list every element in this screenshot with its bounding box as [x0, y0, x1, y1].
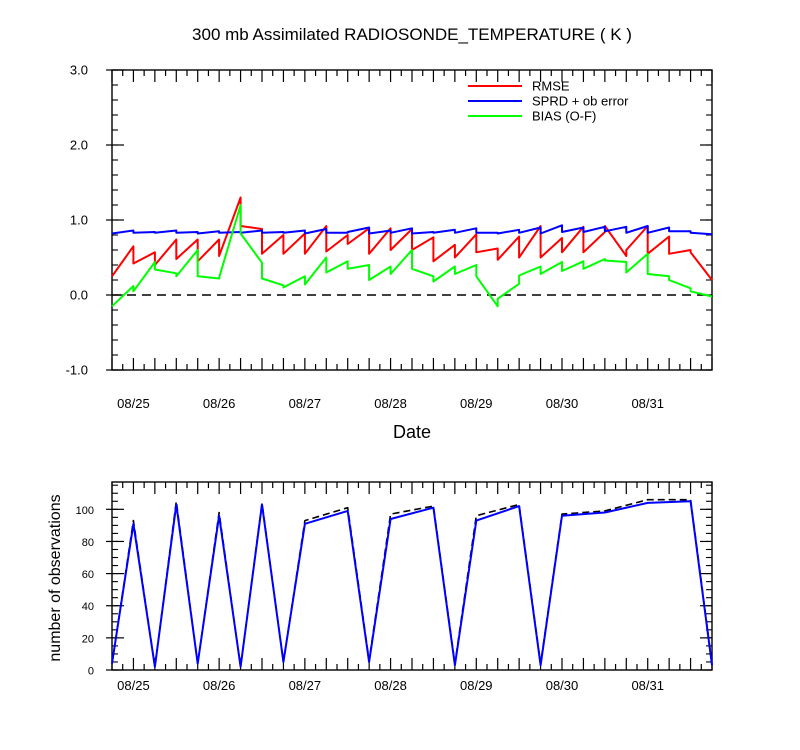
- y-tick-label: 0: [88, 666, 94, 678]
- x-category-label: 08/31: [631, 678, 664, 693]
- x-category-label: 08/26: [203, 678, 236, 693]
- legend-label: RMSE: [532, 79, 570, 94]
- x-category-label: 08/29: [460, 678, 493, 693]
- y-tick-label: 2.0: [70, 138, 88, 153]
- x-category-label: 08/28: [374, 396, 407, 411]
- x-category-label: 08/29: [460, 396, 493, 411]
- x-axis-label: Date: [393, 422, 431, 442]
- y-tick-label: 20: [82, 633, 94, 645]
- x-category-label: 08/27: [289, 678, 322, 693]
- series-line-sprd-ob-error: [111, 224, 713, 236]
- x-category-label: 08/30: [546, 396, 579, 411]
- x-category-label: 08/25: [117, 678, 150, 693]
- legend-label: BIAS (O-F): [532, 109, 596, 124]
- plot-frame-1: [111, 481, 713, 671]
- y-tick-label: 1.0: [70, 213, 88, 228]
- y-tick-label: 80: [82, 537, 94, 549]
- x-category-label: 08/27: [289, 396, 322, 411]
- y-tick-label: 100: [76, 505, 94, 517]
- chart-title: 300 mb Assimilated RADIOSONDE_TEMPERATUR…: [192, 25, 632, 44]
- series-line-observations-solid: [111, 500, 713, 668]
- x-category-label: 08/26: [203, 396, 236, 411]
- x-category-label: 08/30: [546, 678, 579, 693]
- y-tick-label: 60: [82, 569, 94, 581]
- x-category-label: 08/31: [631, 396, 664, 411]
- series-line-observations-dashed: [111, 498, 713, 668]
- series-line-bias-o-f: [111, 204, 713, 308]
- y-tick-label: 40: [82, 601, 94, 613]
- y-tick-label: 0.0: [70, 288, 88, 303]
- y-axis-label: number of observations: [47, 494, 64, 661]
- legend-label: SPRD + ob error: [532, 94, 629, 109]
- plot-frame-0: [111, 69, 713, 371]
- y-tick-label: -1.0: [66, 363, 88, 378]
- y-tick-label: 3.0: [70, 63, 88, 78]
- x-category-label: 08/25: [117, 396, 150, 411]
- x-category-label: 08/28: [374, 678, 407, 693]
